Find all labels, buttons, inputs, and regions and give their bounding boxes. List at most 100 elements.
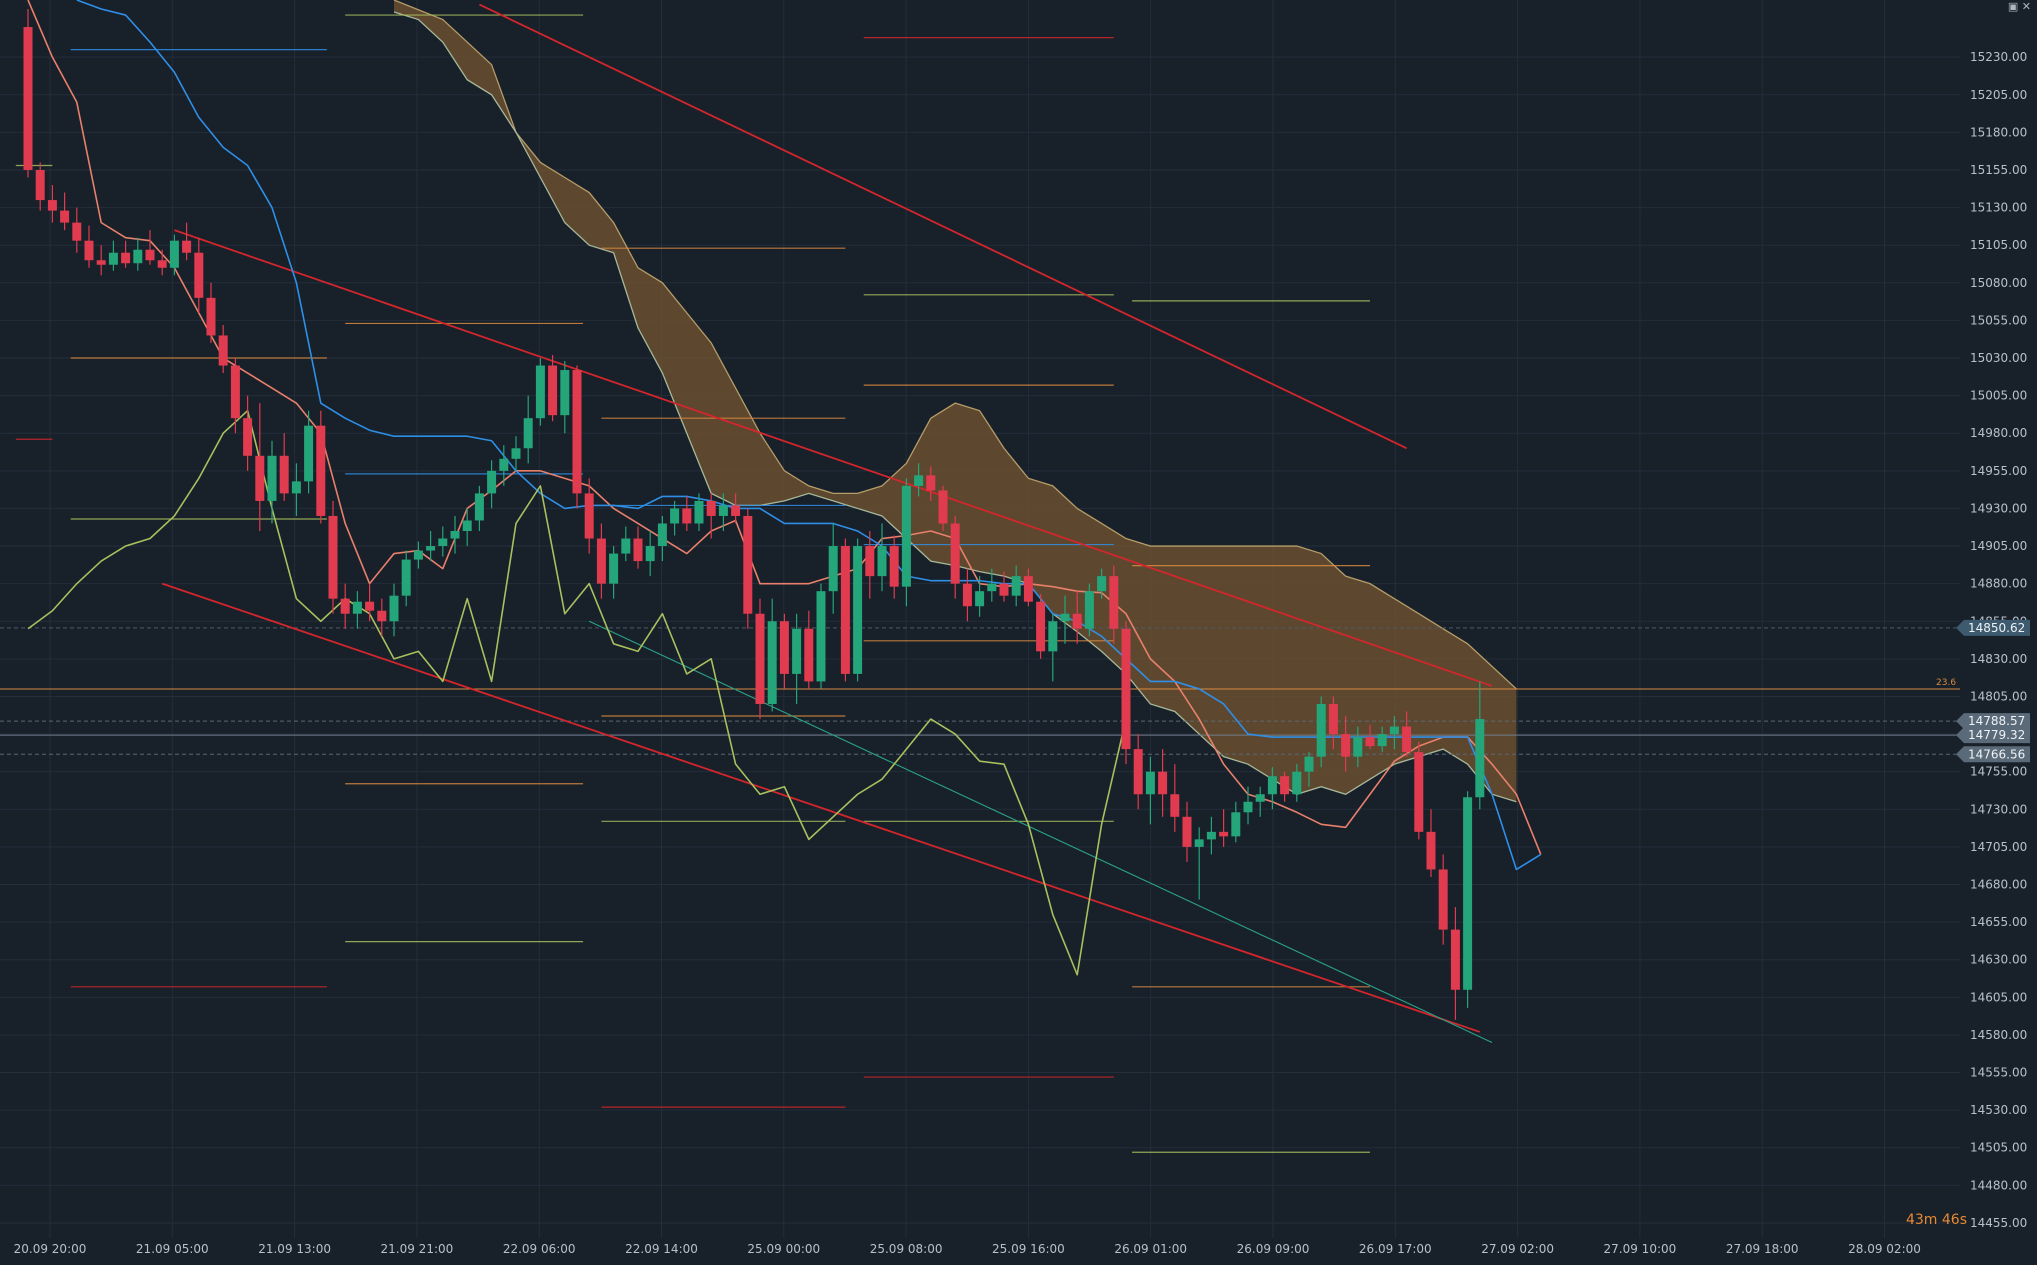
price-tick-label: 14905.00 (1970, 539, 2027, 553)
time-tick-label: 22.09 06:00 (503, 1242, 576, 1256)
candle-body (621, 538, 631, 554)
candle-body (401, 559, 411, 596)
candle-body (645, 546, 655, 562)
candle-body (535, 365, 545, 419)
candle-body (1170, 794, 1180, 817)
candle-body (499, 458, 509, 471)
candle-body (1463, 797, 1473, 990)
candle-body (1426, 831, 1436, 870)
candle-body (1145, 771, 1155, 795)
candle-body (560, 370, 570, 416)
candle-body (1255, 794, 1265, 802)
price-tick-label: 14755.00 (1970, 765, 2027, 779)
trend-line[interactable] (479, 3, 1407, 450)
candle-body (35, 169, 45, 201)
price-tag-label: 14788.57 (1968, 714, 2025, 728)
time-tick-label: 21.09 13:00 (258, 1242, 331, 1256)
candle-body (694, 500, 704, 524)
price-axis[interactable]: 15230.00 15205.00 15180.00 15155.00 15130.00… (1970, 50, 2027, 1230)
price-tag-label: 14850.62 (1968, 621, 2025, 635)
candle-body (1438, 869, 1448, 930)
trend-line[interactable] (588, 620, 1493, 1043)
candle-body (657, 523, 667, 547)
candle-body (194, 252, 204, 298)
time-tick-label: 25.09 00:00 (747, 1242, 820, 1256)
trend-lines[interactable] (161, 3, 1493, 1043)
window-controls[interactable]: ▣ ✕ (2007, 0, 2031, 13)
candle-body (584, 493, 594, 539)
price-tick-label: 15155.00 (1970, 163, 2027, 177)
candle-body (523, 418, 533, 449)
candle-body (670, 508, 680, 524)
candle-body (1389, 726, 1399, 735)
candle-body (1267, 776, 1277, 795)
candle-body (487, 470, 497, 494)
candle-body (609, 553, 619, 584)
kijun-line (76, 0, 1542, 871)
candle-body (1377, 734, 1387, 747)
cloud-upper-edge (393, 0, 1517, 690)
candle-body (267, 455, 277, 501)
candle-body (157, 260, 167, 268)
candle-body (47, 200, 57, 211)
chart-grid (0, 0, 1960, 1238)
price-tick-label: 14980.00 (1970, 426, 2027, 440)
countdown-seconds: 46s (1941, 1212, 1967, 1228)
time-tick-label: 20.09 20:00 (14, 1242, 87, 1256)
candle-body (1060, 613, 1070, 622)
candle-body (255, 455, 265, 501)
candle-body (901, 485, 911, 587)
price-tick-label: 14930.00 (1970, 501, 2027, 515)
price-tag-background (1956, 746, 2030, 763)
candle-body (462, 520, 472, 532)
candle-body (291, 481, 301, 494)
candle-body (438, 538, 448, 547)
candle-body (877, 546, 887, 577)
trend-line[interactable] (174, 229, 1493, 687)
price-tag-label: 14766.56 (1968, 747, 2025, 761)
candle-body (108, 252, 118, 265)
candle-body (950, 523, 960, 584)
candle-body (1304, 756, 1314, 772)
price-tick-label: 15005.00 (1970, 389, 2027, 403)
candle-body (450, 531, 460, 539)
candle-body (718, 505, 728, 516)
time-tick-label: 27.09 18:00 (1726, 1242, 1799, 1256)
candle-body (474, 493, 484, 521)
price-tick-label: 15230.00 (1970, 50, 2027, 64)
candle-body (413, 550, 423, 560)
candle-body (889, 546, 899, 587)
time-tick-label: 26.09 17:00 (1359, 1242, 1432, 1256)
price-tick-label: 14580.00 (1970, 1028, 2027, 1042)
candle-body (682, 508, 692, 524)
time-tick-label: 26.09 09:00 (1237, 1242, 1310, 1256)
candle-body (633, 538, 643, 562)
price-tick-label: 14955.00 (1970, 464, 2027, 478)
candle-body (1182, 816, 1192, 847)
candle-body (1402, 726, 1412, 753)
candle-body (1084, 591, 1094, 629)
countdown-minutes: 43m (1905, 1212, 1938, 1228)
price-tick-label: 15205.00 (1970, 88, 2027, 102)
time-tick-label: 27.09 02:00 (1481, 1242, 1554, 1256)
price-tick-label: 14480.00 (1970, 1178, 2027, 1192)
time-tick-label: 25.09 16:00 (992, 1242, 1065, 1256)
candle-body (218, 335, 228, 366)
candle-body (1133, 749, 1143, 795)
candle-body (389, 595, 399, 622)
candle-body (230, 365, 240, 419)
candle-body (96, 260, 106, 265)
candle-body (1475, 719, 1485, 798)
candle-body (1036, 601, 1046, 652)
chikou-line (27, 409, 1127, 976)
candle-body (914, 475, 924, 486)
trend-line[interactable] (161, 582, 1481, 1033)
time-axis[interactable]: 20.09 20:00 21.09 05:00 21.09 13:00 21.09 2… (14, 1242, 1921, 1256)
candle-body (1206, 831, 1216, 840)
candle-body (1011, 576, 1021, 596)
candle-body (1231, 812, 1241, 837)
price-tag-background (1956, 727, 2030, 744)
candle-body (1109, 576, 1119, 629)
candlesticks (23, 9, 1485, 1020)
